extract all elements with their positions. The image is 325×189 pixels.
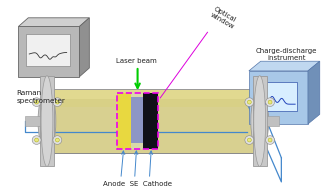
Text: Optical
window: Optical window <box>210 6 239 30</box>
Ellipse shape <box>38 89 56 153</box>
Ellipse shape <box>254 76 266 167</box>
Polygon shape <box>19 18 89 26</box>
Polygon shape <box>256 89 264 153</box>
Polygon shape <box>80 18 89 77</box>
Text: Laser beam: Laser beam <box>116 58 157 64</box>
Polygon shape <box>131 97 142 143</box>
Polygon shape <box>142 93 158 149</box>
Text: Raman
spectrometer: Raman spectrometer <box>17 90 65 104</box>
Polygon shape <box>19 26 80 77</box>
Ellipse shape <box>55 138 59 142</box>
Polygon shape <box>26 34 70 66</box>
Ellipse shape <box>55 100 59 104</box>
Polygon shape <box>25 116 40 126</box>
Polygon shape <box>253 76 266 167</box>
Ellipse shape <box>245 98 254 106</box>
Polygon shape <box>47 99 260 107</box>
Ellipse shape <box>53 98 62 106</box>
Polygon shape <box>249 61 320 71</box>
Ellipse shape <box>268 138 272 142</box>
Ellipse shape <box>32 98 41 106</box>
Ellipse shape <box>245 136 254 144</box>
Polygon shape <box>249 71 308 124</box>
Polygon shape <box>117 93 131 149</box>
Ellipse shape <box>268 100 272 104</box>
Polygon shape <box>266 116 280 126</box>
Polygon shape <box>47 89 260 99</box>
Polygon shape <box>47 89 260 153</box>
Ellipse shape <box>35 138 39 142</box>
Polygon shape <box>131 93 142 149</box>
Ellipse shape <box>247 138 251 142</box>
Polygon shape <box>40 76 54 167</box>
Ellipse shape <box>53 136 62 144</box>
Ellipse shape <box>247 100 251 104</box>
Ellipse shape <box>35 100 39 104</box>
Text: Anode  SE  Cathode: Anode SE Cathode <box>103 181 172 187</box>
Ellipse shape <box>41 76 53 167</box>
Text: Charge-discharge
instrument: Charge-discharge instrument <box>255 48 317 61</box>
Polygon shape <box>258 82 297 112</box>
Ellipse shape <box>32 136 41 144</box>
Ellipse shape <box>266 136 275 144</box>
Polygon shape <box>308 61 320 124</box>
Polygon shape <box>117 93 158 149</box>
Ellipse shape <box>266 98 275 106</box>
Ellipse shape <box>251 89 268 153</box>
